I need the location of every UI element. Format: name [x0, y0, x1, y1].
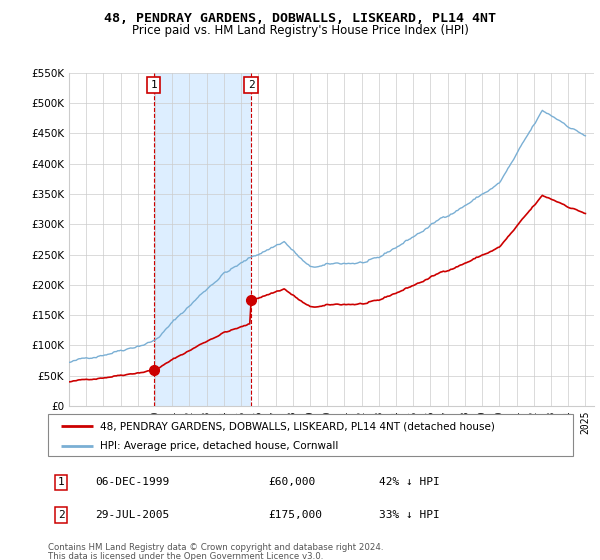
Text: Price paid vs. HM Land Registry's House Price Index (HPI): Price paid vs. HM Land Registry's House …	[131, 24, 469, 36]
Text: 1: 1	[58, 477, 65, 487]
Text: 29-JUL-2005: 29-JUL-2005	[95, 510, 170, 520]
Bar	[154, 73, 251, 406]
FancyBboxPatch shape	[48, 414, 573, 456]
Text: £175,000: £175,000	[269, 510, 323, 520]
Text: 2: 2	[248, 80, 254, 90]
Text: Contains HM Land Registry data © Crown copyright and database right 2024.: Contains HM Land Registry data © Crown c…	[48, 543, 383, 552]
Text: 42% ↓ HPI: 42% ↓ HPI	[379, 477, 439, 487]
Text: HPI: Average price, detached house, Cornwall: HPI: Average price, detached house, Corn…	[101, 441, 339, 451]
Text: This data is licensed under the Open Government Licence v3.0.: This data is licensed under the Open Gov…	[48, 552, 323, 560]
Text: £60,000: £60,000	[269, 477, 316, 487]
Text: 2: 2	[58, 510, 65, 520]
Text: 33% ↓ HPI: 33% ↓ HPI	[379, 510, 439, 520]
Text: 1: 1	[151, 80, 157, 90]
Text: 48, PENDRAY GARDENS, DOBWALLS, LISKEARD, PL14 4NT (detached house): 48, PENDRAY GARDENS, DOBWALLS, LISKEARD,…	[101, 421, 496, 431]
Text: 48, PENDRAY GARDENS, DOBWALLS, LISKEARD, PL14 4NT: 48, PENDRAY GARDENS, DOBWALLS, LISKEARD,…	[104, 12, 496, 25]
Text: 06-DEC-1999: 06-DEC-1999	[95, 477, 170, 487]
